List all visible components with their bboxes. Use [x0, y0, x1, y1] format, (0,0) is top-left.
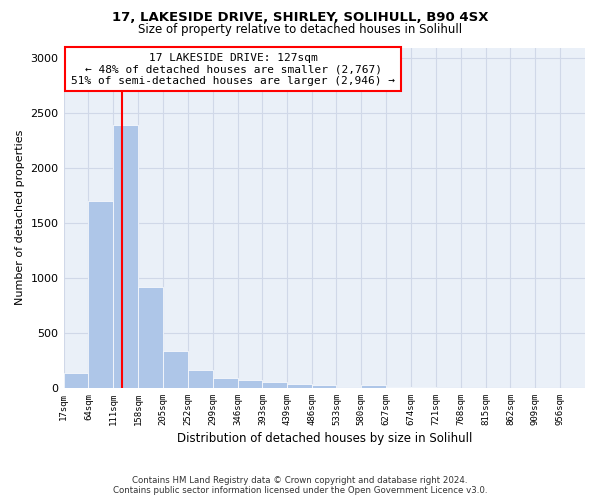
Bar	[311, 385, 337, 388]
Text: 17 LAKESIDE DRIVE: 127sqm
← 48% of detached houses are smaller (2,767)
51% of se: 17 LAKESIDE DRIVE: 127sqm ← 48% of detac…	[71, 52, 395, 86]
Bar	[88, 201, 113, 388]
Bar	[113, 126, 138, 388]
Bar	[163, 350, 188, 388]
Bar	[188, 370, 212, 388]
Bar	[361, 384, 386, 388]
Bar	[212, 378, 238, 388]
Text: Size of property relative to detached houses in Solihull: Size of property relative to detached ho…	[138, 22, 462, 36]
Bar	[238, 380, 262, 388]
Text: 17, LAKESIDE DRIVE, SHIRLEY, SOLIHULL, B90 4SX: 17, LAKESIDE DRIVE, SHIRLEY, SOLIHULL, B…	[112, 11, 488, 24]
Bar	[138, 287, 163, 388]
Bar	[287, 384, 311, 388]
Bar	[386, 387, 411, 388]
Bar	[64, 372, 88, 388]
X-axis label: Distribution of detached houses by size in Solihull: Distribution of detached houses by size …	[176, 432, 472, 445]
Text: Contains HM Land Registry data © Crown copyright and database right 2024.
Contai: Contains HM Land Registry data © Crown c…	[113, 476, 487, 495]
Y-axis label: Number of detached properties: Number of detached properties	[15, 130, 25, 306]
Bar	[262, 382, 287, 388]
